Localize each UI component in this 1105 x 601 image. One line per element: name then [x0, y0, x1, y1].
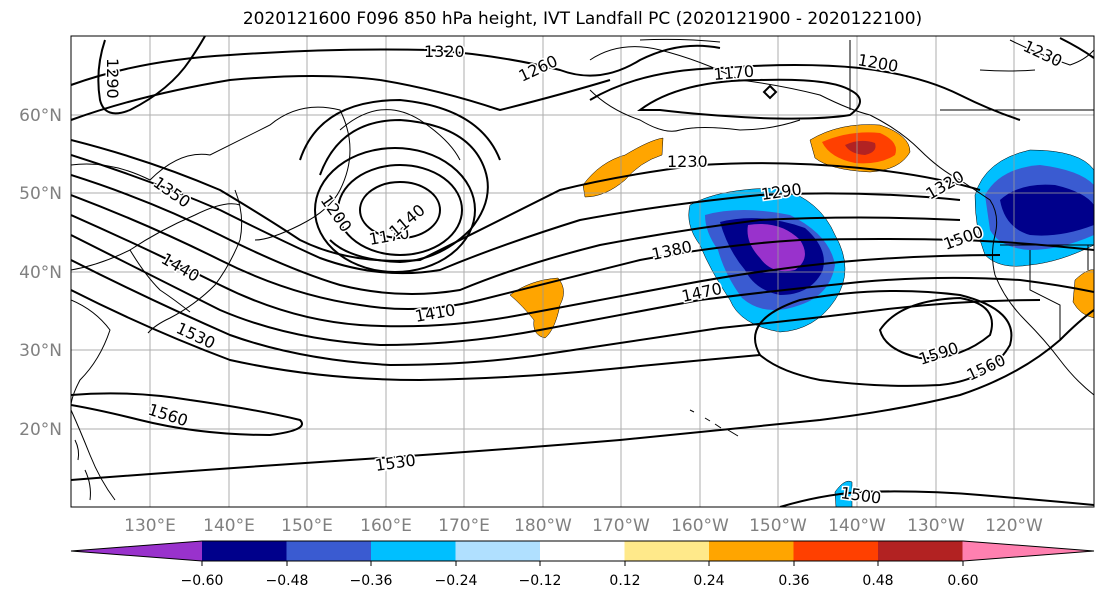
gridlines	[71, 36, 1094, 507]
colorbar-label: 0.36	[778, 573, 809, 589]
colorbar-swatch	[202, 541, 287, 561]
lon-label: 170°W	[592, 516, 650, 536]
lat-label: 40°N	[19, 263, 62, 283]
ivt-pos-aleutian	[582, 137, 664, 198]
ivt-pos-central	[509, 277, 564, 339]
lat-label: 20°N	[19, 420, 62, 440]
lon-label: 180°W	[514, 516, 572, 536]
ivt-pos-coast	[1072, 269, 1094, 319]
contour-label: 1320	[424, 42, 465, 61]
lon-label: 130°W	[907, 516, 965, 536]
colorbar-label: −0.60	[181, 573, 224, 589]
colorbar-label: −0.12	[519, 573, 562, 589]
ivt-pos-alaska-darkred	[845, 140, 876, 155]
colorbar-label: −0.36	[350, 573, 393, 589]
lon-label: 160°W	[671, 516, 729, 536]
lat-label: 60°N	[19, 106, 62, 126]
lon-label: 170°E	[438, 516, 490, 536]
colorbar-label: −0.48	[266, 573, 309, 589]
lon-axis-labels: 130°E 140°E 150°E 160°E 170°E 180°W 170°…	[124, 516, 1043, 536]
colorbar-swatch	[709, 541, 794, 561]
lat-label: 50°N	[19, 184, 62, 204]
colorbar-extend-max	[962, 541, 1094, 561]
lon-label: 160°E	[360, 516, 412, 536]
colorbar-swatch	[624, 541, 710, 561]
map-title: 2020121600 F096 850 hPa height, IVT Land…	[242, 9, 923, 29]
lon-label: 140°W	[828, 516, 886, 536]
lat-label: 30°N	[19, 341, 62, 361]
contour-label: 1290	[103, 58, 122, 99]
ivt-neg-central-purple	[747, 224, 805, 272]
colorbar-swatch	[371, 541, 456, 561]
lon-label: 140°E	[203, 516, 255, 536]
colorbar-swatches	[70, 540, 1095, 562]
colorbar-ticks	[201, 561, 964, 566]
lon-label: 150°E	[281, 516, 333, 536]
lon-label: 150°W	[749, 516, 807, 536]
ivt-neg-east-navy	[1000, 184, 1094, 236]
coastlines	[71, 38, 1094, 501]
colorbar-label: 0.12	[609, 573, 640, 589]
contour-label: 1230	[667, 152, 708, 171]
lat-axis-labels: 60°N 50°N 40°N 30°N 20°N	[19, 106, 62, 440]
colorbar-extend-min	[71, 541, 202, 561]
colorbar-label: 0.24	[693, 573, 724, 589]
map-frame	[70, 35, 1095, 508]
colorbar-swatch	[878, 541, 963, 561]
colorbar-label: 0.48	[862, 573, 893, 589]
lon-label: 130°E	[124, 516, 176, 536]
lon-label: 120°W	[985, 516, 1043, 536]
colorbar-swatch	[540, 541, 625, 561]
colorbar: −0.60 −0.48 −0.36 −0.24 −0.12 0.12 0.24 …	[70, 540, 1095, 589]
colorbar-swatch	[793, 541, 879, 561]
colorbar-swatch	[455, 541, 541, 561]
colorbar-swatch	[286, 541, 372, 561]
colorbar-label: 0.60	[947, 573, 978, 589]
colorbar-labels: −0.60 −0.48 −0.36 −0.24 −0.12 0.12 0.24 …	[181, 573, 979, 589]
height-contours	[71, 36, 1094, 507]
colorbar-label: −0.24	[435, 573, 478, 589]
contour-label: 1170	[713, 62, 755, 84]
